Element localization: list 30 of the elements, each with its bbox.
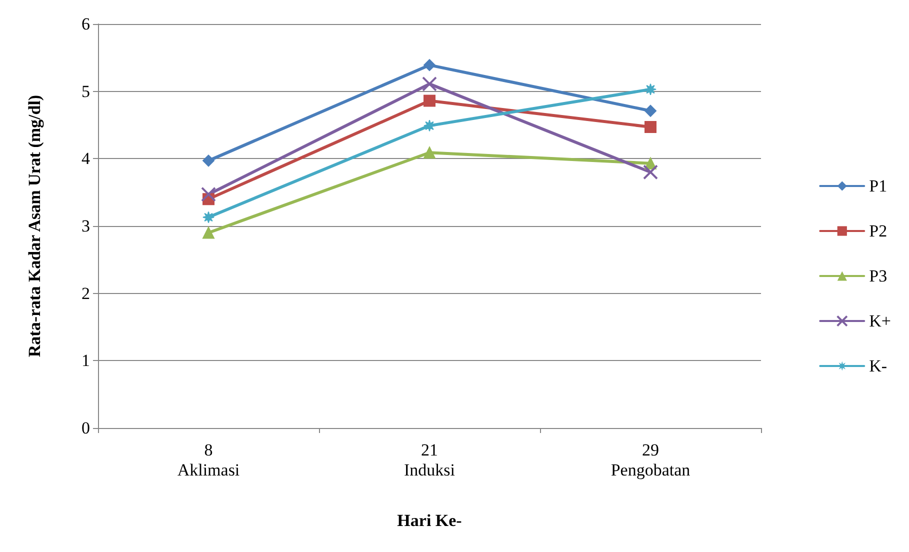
legend-label: K+: [869, 312, 892, 330]
point: [643, 164, 658, 180]
y-tick-label: 4: [82, 149, 90, 168]
y-tick-label: 0: [82, 418, 90, 438]
legend-label: P1: [869, 176, 888, 196]
y-tick-label: 5: [82, 82, 90, 101]
x-tick-label: 21 Induksi: [404, 440, 456, 480]
x-axis-title: Hari Ke-: [397, 511, 462, 530]
x-tick-label: 8 Aklimasi: [177, 440, 240, 480]
point: [644, 121, 656, 134]
point: [202, 211, 214, 224]
legend-label: K-: [869, 356, 888, 376]
legend-label: P2: [869, 222, 888, 240]
point: [424, 146, 436, 159]
point: [644, 83, 656, 96]
y-axis-title: Rata-rata Kadar Asam Urat (mg/dl): [25, 94, 44, 358]
y-tick-label: 3: [82, 216, 90, 236]
point: [424, 120, 436, 132]
point: [422, 76, 437, 92]
x-tick-label: 29 Pengobatan: [610, 440, 691, 480]
legend-label: P3: [869, 266, 888, 286]
y-tick-label: 1: [82, 351, 90, 370]
point: [202, 226, 214, 239]
point: [202, 154, 214, 167]
point: [201, 186, 216, 202]
y-tick-label: 6: [82, 14, 90, 34]
point: [424, 59, 436, 72]
point: [424, 94, 436, 107]
y-tick-label: 2: [82, 284, 90, 303]
point: [644, 104, 656, 117]
